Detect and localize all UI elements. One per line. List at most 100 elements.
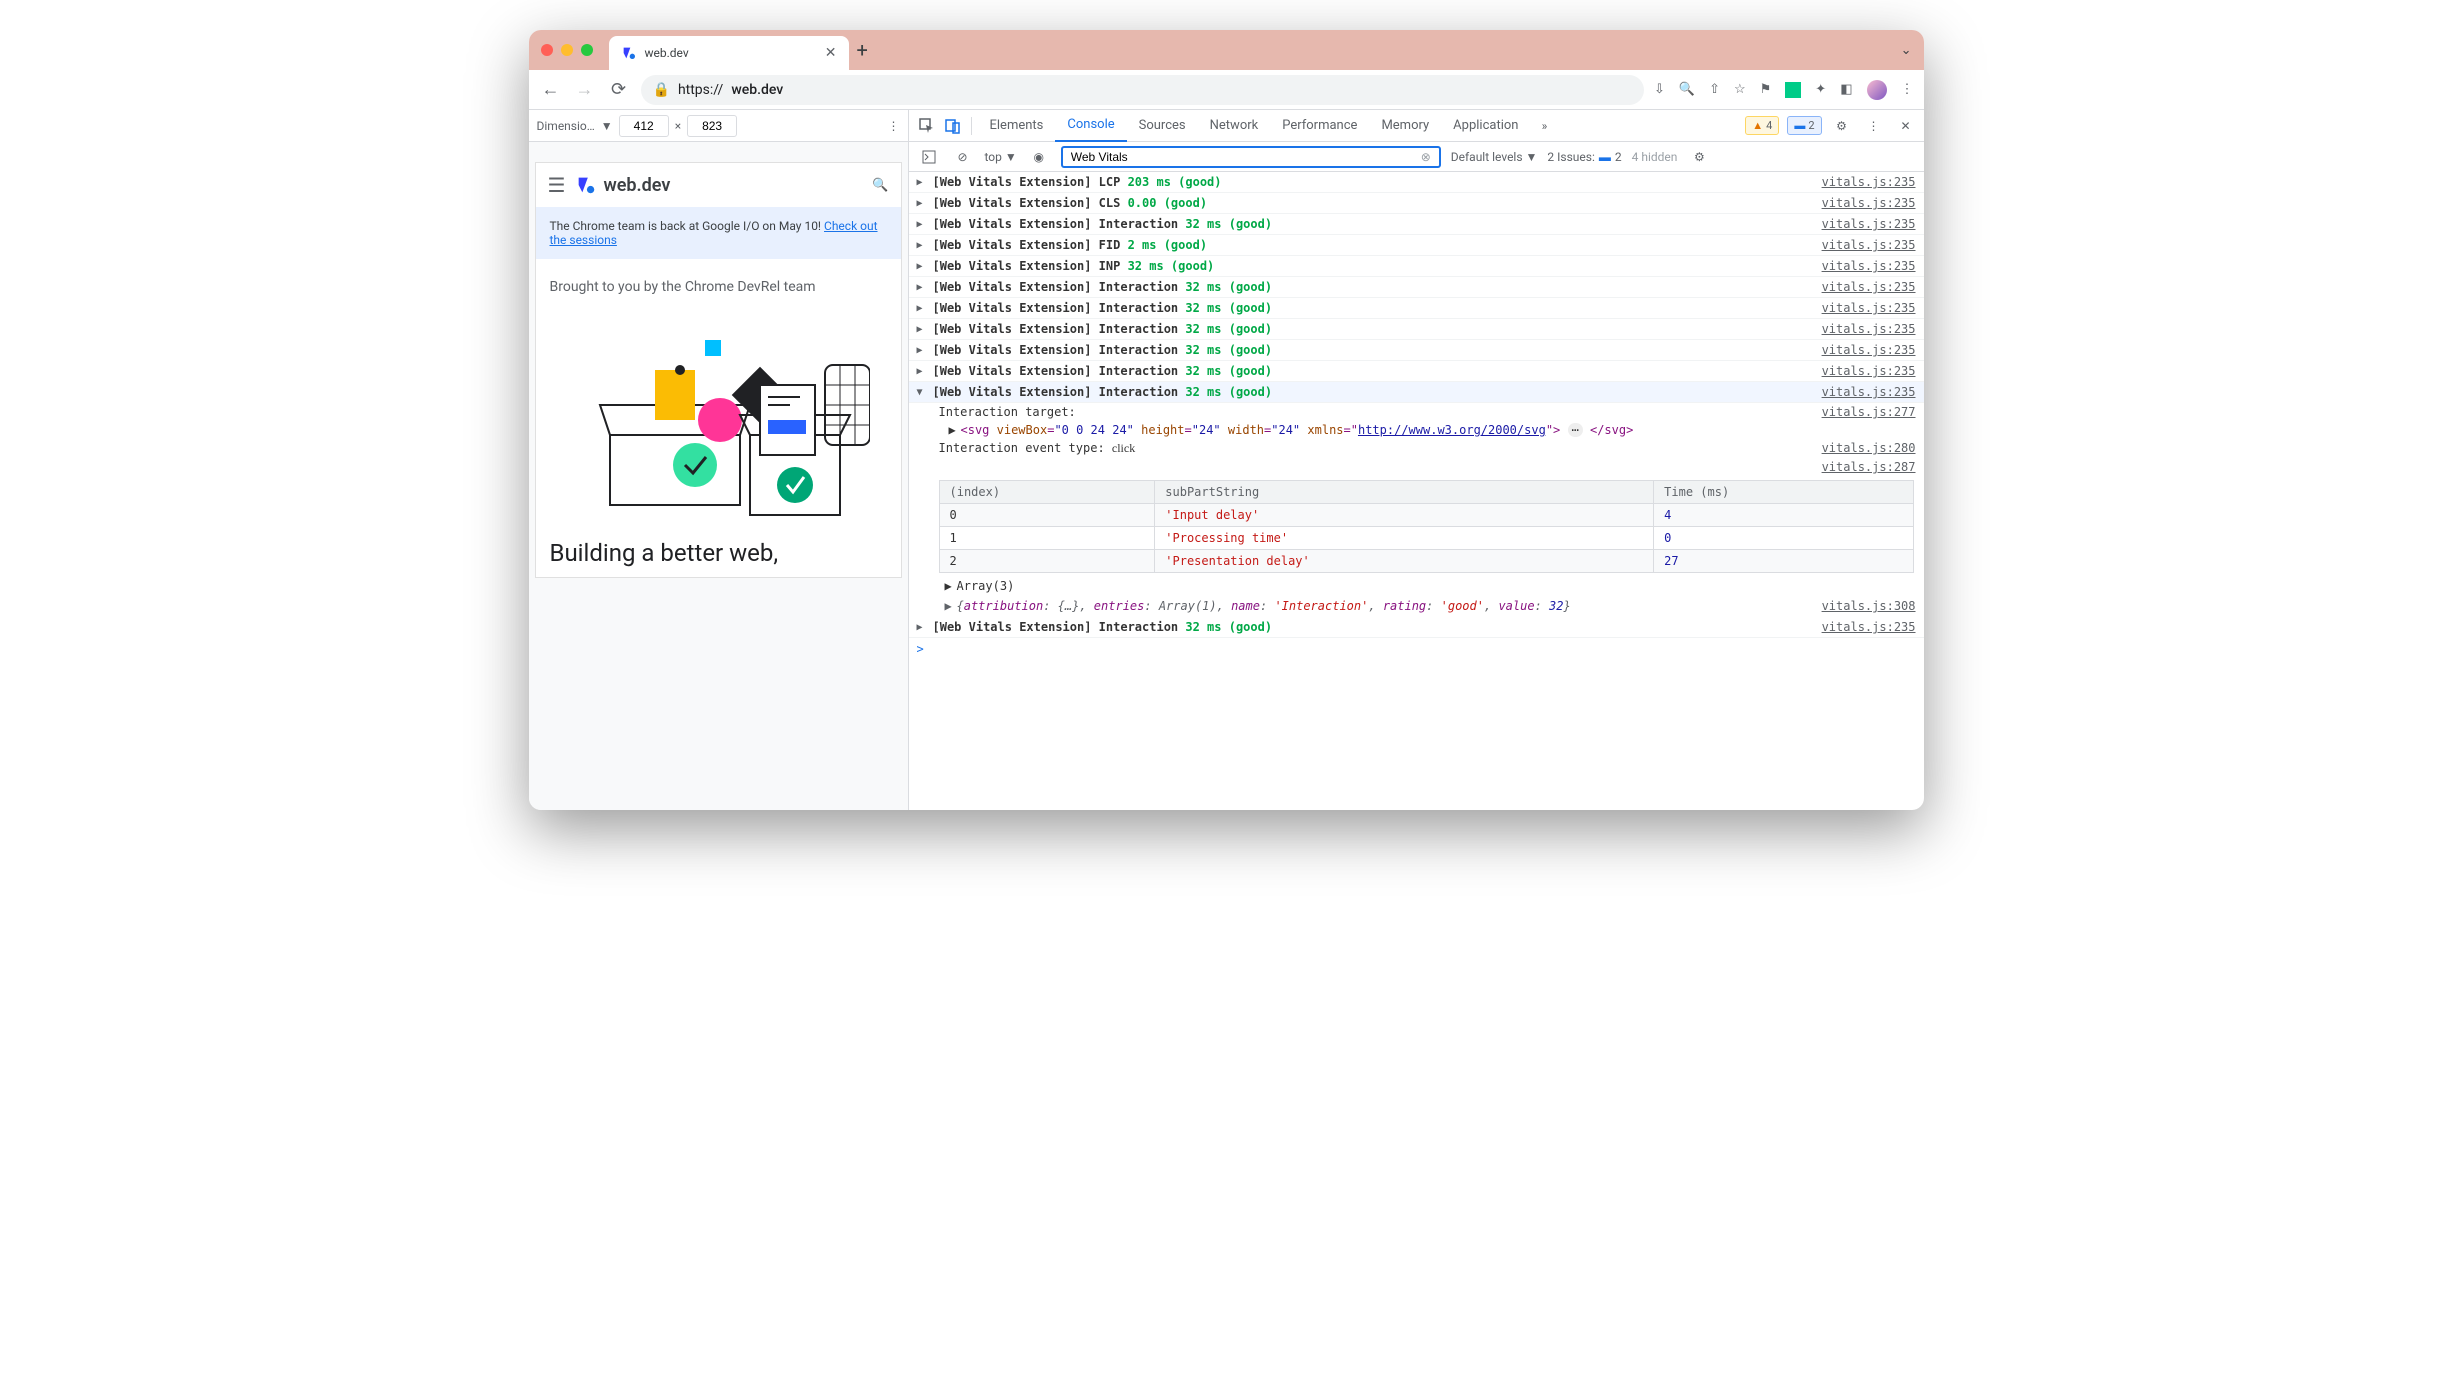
disclosure-icon[interactable]: ▼ <box>917 387 929 398</box>
console-message[interactable]: ▶[Web Vitals Extension] Interaction 32 m… <box>909 617 1924 638</box>
device-emulation-panel: Dimensio…▼ × ⋮ ☰ web.dev 🔍 <box>529 110 909 810</box>
source-link[interactable]: vitals.js:235 <box>1822 238 1916 252</box>
flag-icon[interactable]: ⚑ <box>1760 82 1772 97</box>
dimension-label[interactable]: Dimensio… <box>537 119 595 133</box>
hamburger-icon[interactable]: ☰ <box>548 173 566 197</box>
profile-avatar[interactable] <box>1867 80 1887 100</box>
close-devtools-icon[interactable]: ✕ <box>1894 114 1918 138</box>
settings-icon[interactable]: ⚙ <box>1830 114 1854 138</box>
back-button[interactable]: ← <box>539 78 563 102</box>
filter-text-input[interactable] <box>1071 150 1421 164</box>
console-message[interactable]: ▶[Web Vitals Extension] Interaction 32 m… <box>909 319 1924 340</box>
devtools-menu-icon[interactable]: ⋮ <box>1862 114 1886 138</box>
forward-button[interactable]: → <box>573 78 597 102</box>
hidden-count: 4 hidden <box>1632 150 1678 164</box>
source-link[interactable]: vitals.js:235 <box>1822 364 1916 378</box>
zoom-icon[interactable]: 🔍 <box>1679 82 1695 97</box>
announcement-banner: The Chrome team is back at Google I/O on… <box>536 207 901 259</box>
console-message[interactable]: ▶[Web Vitals Extension] LCP 203 ms (good… <box>909 172 1924 193</box>
share-icon[interactable]: ⇧ <box>1709 82 1720 97</box>
disclosure-icon[interactable]: ▶ <box>917 219 929 230</box>
console-prompt[interactable]: > <box>909 638 1924 660</box>
extensions-icon[interactable]: ✦ <box>1815 82 1826 97</box>
source-link[interactable]: vitals.js:235 <box>1822 259 1916 273</box>
console-message[interactable]: ▶[Web Vitals Extension] CLS 0.00 (good)v… <box>909 193 1924 214</box>
console-message[interactable]: ▶[Web Vitals Extension] Interaction 32 m… <box>909 214 1924 235</box>
close-window-button[interactable] <box>541 44 553 56</box>
disclosure-icon[interactable]: ▶ <box>917 240 929 251</box>
source-link[interactable]: vitals.js:235 <box>1822 301 1916 315</box>
console-filter-input[interactable]: ⊗ <box>1061 146 1441 168</box>
source-link[interactable]: vitals.js:235 <box>1822 217 1916 231</box>
devtools-tab-memory[interactable]: Memory <box>1369 110 1441 142</box>
source-link[interactable]: vitals.js:235 <box>1822 280 1916 294</box>
device-height-input[interactable] <box>687 115 737 137</box>
source-link[interactable]: vitals.js:235 <box>1822 196 1916 210</box>
disclosure-icon[interactable]: ▶ <box>917 261 929 272</box>
search-icon[interactable]: 🔍 <box>872 178 888 193</box>
console-message[interactable]: ▶[Web Vitals Extension] INP 32 ms (good)… <box>909 256 1924 277</box>
bookmark-icon[interactable]: ☆ <box>1734 82 1746 97</box>
issues-link[interactable]: 2 Issues: ▬2 <box>1547 150 1621 164</box>
log-levels-selector[interactable]: Default levels ▼ <box>1451 150 1538 164</box>
address-bar[interactable]: 🔒 https://web.dev <box>641 75 1644 105</box>
console-object[interactable]: ▶{attribution: {…}, entries: Array(1), n… <box>909 595 1924 617</box>
disclosure-icon[interactable]: ▶ <box>917 198 929 209</box>
menu-icon[interactable]: ⋮ <box>1901 82 1914 97</box>
disclosure-icon[interactable]: ▶ <box>917 177 929 188</box>
disclosure-icon[interactable]: ▶ <box>917 622 929 633</box>
device-menu-icon[interactable]: ⋮ <box>888 119 900 133</box>
tab-close-button[interactable]: ✕ <box>825 45 837 61</box>
device-toggle-icon[interactable] <box>941 114 965 138</box>
console-message[interactable]: ▶[Web Vitals Extension] Interaction 32 m… <box>909 340 1924 361</box>
disclosure-icon[interactable]: ▶ <box>917 282 929 293</box>
disclosure-icon[interactable]: ▶ <box>917 324 929 335</box>
chevron-down-icon[interactable]: ⌄ <box>1901 43 1912 58</box>
source-link[interactable]: vitals.js:235 <box>1822 343 1916 357</box>
clear-filter-icon[interactable]: ⊗ <box>1421 150 1431 164</box>
devtools-tab-application[interactable]: Application <box>1441 110 1530 142</box>
device-width-input[interactable] <box>619 115 669 137</box>
devtools-tab-console[interactable]: Console <box>1055 110 1126 142</box>
source-link[interactable]: vitals.js:235 <box>1822 175 1916 189</box>
disclosure-icon[interactable]: ▶ <box>917 366 929 377</box>
sidepanel-icon[interactable]: ◧ <box>1840 82 1852 97</box>
source-link[interactable]: vitals.js:280 <box>1822 441 1916 456</box>
console-message[interactable]: ▶[Web Vitals Extension] Interaction 32 m… <box>909 361 1924 382</box>
source-link[interactable]: vitals.js:235 <box>1822 322 1916 336</box>
source-link[interactable]: vitals.js:235 <box>1822 620 1916 634</box>
toggle-sidebar-icon[interactable] <box>917 145 941 169</box>
disclosure-icon[interactable]: ▶ <box>917 345 929 356</box>
reload-button[interactable]: ⟳ <box>607 78 631 102</box>
disclosure-icon[interactable]: ▶ <box>917 303 929 314</box>
inspect-icon[interactable] <box>915 114 939 138</box>
dimension-dropdown-icon[interactable]: ▼ <box>601 119 613 133</box>
extension-square-icon[interactable] <box>1785 82 1801 98</box>
clear-console-icon[interactable]: ⊘ <box>951 145 975 169</box>
warnings-badge[interactable]: ▲4 <box>1745 116 1779 135</box>
site-logo[interactable]: web.dev <box>575 174 670 196</box>
console-message[interactable]: ▶[Web Vitals Extension] FID 2 ms (good)v… <box>909 235 1924 256</box>
minimize-window-button[interactable] <box>561 44 573 56</box>
devtools-tab-performance[interactable]: Performance <box>1270 110 1369 142</box>
devtools-panel: ElementsConsoleSourcesNetworkPerformance… <box>909 110 1924 810</box>
more-tabs-icon[interactable]: » <box>1532 114 1556 138</box>
browser-tab[interactable]: web.dev ✕ <box>609 36 849 70</box>
console-message[interactable]: ▶[Web Vitals Extension] Interaction 32 m… <box>909 298 1924 319</box>
source-link[interactable]: vitals.js:235 <box>1822 385 1916 399</box>
console-settings-icon[interactable]: ⚙ <box>1687 145 1711 169</box>
devtools-tab-elements[interactable]: Elements <box>978 110 1056 142</box>
live-expression-icon[interactable]: ◉ <box>1027 145 1051 169</box>
context-selector[interactable]: top ▼ <box>985 150 1017 164</box>
source-link[interactable]: vitals.js:308 <box>1822 599 1916 613</box>
new-tab-button[interactable]: + <box>857 38 868 62</box>
console-message-expanded[interactable]: ▼[Web Vitals Extension] Interaction 32 m… <box>909 382 1924 403</box>
maximize-window-button[interactable] <box>581 44 593 56</box>
devtools-tab-network[interactable]: Network <box>1198 110 1271 142</box>
devtools-tab-sources[interactable]: Sources <box>1127 110 1198 142</box>
messages-badge[interactable]: ▬2 <box>1787 116 1821 135</box>
download-icon[interactable]: ⇩ <box>1654 82 1665 97</box>
source-link[interactable]: vitals.js:287 <box>1822 460 1916 474</box>
console-message[interactable]: ▶[Web Vitals Extension] Interaction 32 m… <box>909 277 1924 298</box>
source-link[interactable]: vitals.js:277 <box>1822 405 1916 419</box>
